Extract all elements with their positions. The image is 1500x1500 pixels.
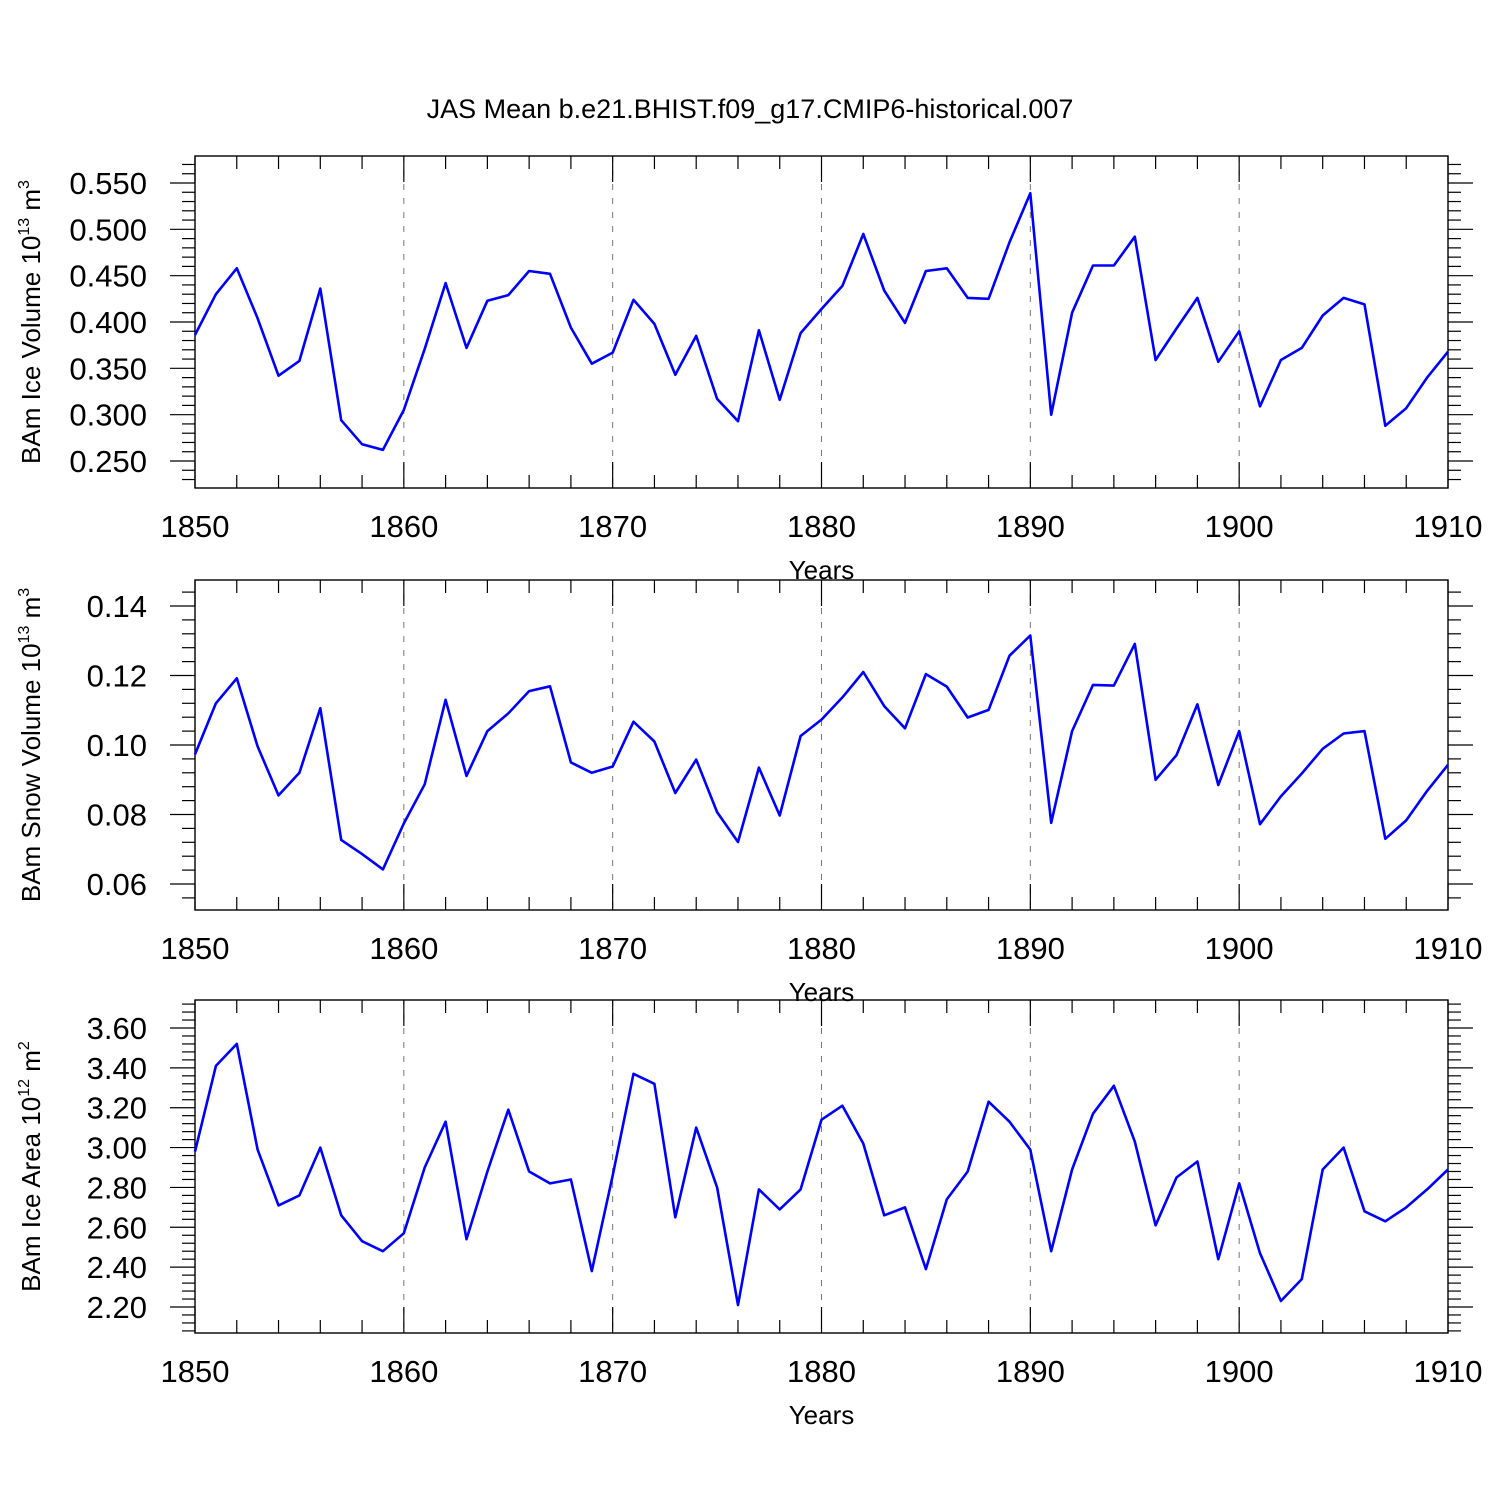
y-tick-label-2.80: 2.80 <box>87 1170 147 1205</box>
y-axis-label-exponent: 13 <box>16 626 33 644</box>
x-tick-label-1880: 1880 <box>787 509 856 544</box>
x-tick-label-1910: 1910 <box>1414 931 1483 966</box>
y-tick-label-2.20: 2.20 <box>87 1290 147 1325</box>
y-tick-label-0.08: 0.08 <box>87 798 147 833</box>
y-tick-label-3.60: 3.60 <box>87 1011 147 1046</box>
x-tick-label-1850: 1850 <box>161 931 230 966</box>
x-tick-label-1870: 1870 <box>578 1354 647 1389</box>
y-tick-label-3.00: 3.00 <box>87 1131 147 1166</box>
y-axis-label-unit-exponent: 2 <box>16 1041 33 1050</box>
y-axis-label-unit-exponent: 3 <box>16 588 33 597</box>
y-axis-label: BAm Snow Volume 1013 m3 <box>16 588 46 902</box>
y-axis-label-unit: m <box>16 1050 46 1079</box>
y-tick-label-0.300: 0.300 <box>69 398 147 433</box>
x-tick-label-1890: 1890 <box>996 509 1065 544</box>
x-tick-labels: 1850 1860 1870 1880 1890 1900 1910 <box>161 931 1483 966</box>
y-axis-label-text: BAm Snow Volume 10 <box>16 643 46 902</box>
y-axis-label-text: BAm Ice Volume 10 <box>16 236 46 464</box>
panel-ticks <box>170 580 1473 910</box>
y-tick-label-0.400: 0.400 <box>69 305 147 340</box>
panel-ice-volume: 1850 1860 1870 1880 1890 1900 1910 0.2500.3000… <box>16 155 1483 585</box>
panel-ticks <box>170 156 1473 488</box>
x-tick-label-1880: 1880 <box>787 1354 856 1389</box>
y-axis-label-text: BAm Ice Area 10 <box>16 1097 46 1292</box>
y-axis-label: BAm Ice Volume 1013 m3 <box>16 180 46 464</box>
x-tick-labels: 1850 1860 1870 1880 1890 1900 1910 <box>161 1354 1483 1389</box>
x-tick-label-1900: 1900 <box>1205 931 1274 966</box>
x-axis-label: Years <box>789 1400 855 1430</box>
x-tick-label-1910: 1910 <box>1414 1354 1483 1389</box>
x-tick-label-1890: 1890 <box>996 1354 1065 1389</box>
panel-ticks <box>170 1000 1473 1333</box>
y-tick-label-0.350: 0.350 <box>69 351 147 386</box>
y-tick-label-3.20: 3.20 <box>87 1091 147 1126</box>
y-tick-label-0.12: 0.12 <box>87 659 147 694</box>
chart-title: JAS Mean b.e21.BHIST.f09_g17.CMIP6-histo… <box>427 94 1074 124</box>
y-axis-label-exponent: 13 <box>16 218 33 236</box>
y-tick-label-0.14: 0.14 <box>87 589 147 624</box>
panel-snow-volume: 1850 1860 1870 1880 1890 1900 1910 0.06 0.08 0.1… <box>16 579 1483 1007</box>
y-tick-label-0.250: 0.250 <box>69 444 147 479</box>
x-tick-label-1910: 1910 <box>1414 509 1483 544</box>
x-tick-label-1870: 1870 <box>578 931 647 966</box>
x-tick-label-1850: 1850 <box>161 509 230 544</box>
x-tick-label-1900: 1900 <box>1205 509 1274 544</box>
ice-volume-line <box>193 191 1450 452</box>
y-axis-label-unit: m <box>16 189 46 218</box>
y-axis-label-unit-exponent: 3 <box>16 180 33 189</box>
panel-grid <box>403 580 1240 910</box>
y-tick-label-2.40: 2.40 <box>87 1250 147 1285</box>
x-tick-label-1900: 1900 <box>1205 1354 1274 1389</box>
x-tick-label-1860: 1860 <box>369 509 438 544</box>
ice-area-line <box>193 1042 1449 1307</box>
y-tick-label-0.06: 0.06 <box>87 867 147 902</box>
y-tick-label-3.40: 3.40 <box>87 1051 147 1086</box>
y-tick-labels: 0.250 0.300 0.350 0.400 0.450 0.500 0.550 <box>69 166 147 479</box>
y-tick-label-0.500: 0.500 <box>69 212 147 247</box>
panel-grid <box>403 1000 1240 1333</box>
y-tick-label-0.550: 0.550 <box>69 166 147 201</box>
snow-volume-line <box>193 634 1450 871</box>
panel-grid <box>403 156 1240 488</box>
y-tick-label-0.10: 0.10 <box>87 728 147 763</box>
y-axis-label-exponent: 12 <box>16 1079 33 1097</box>
x-tick-labels: 1850 1860 1870 1880 1890 1900 1910 <box>161 509 1483 544</box>
y-tick-labels: 0.06 0.08 0.10 0.12 0.14 <box>87 589 147 902</box>
y-tick-labels: 2.20 2.40 2.60 2.80 3.00 3.20 3.40 3.60 <box>87 1011 147 1325</box>
panel-ice-area: 1850 1860 1870 1880 1890 1900 1910 2.20 2.40 2.6… <box>16 999 1483 1430</box>
x-tick-label-1850: 1850 <box>161 1354 230 1389</box>
x-tick-label-1880: 1880 <box>787 931 856 966</box>
y-axis-label-unit: m <box>16 597 46 626</box>
x-tick-label-1860: 1860 <box>369 931 438 966</box>
y-axis-label: BAm Ice Area 1012 m2 <box>16 1041 46 1292</box>
x-tick-label-1890: 1890 <box>996 931 1065 966</box>
y-tick-label-2.60: 2.60 <box>87 1210 147 1245</box>
y-tick-label-0.450: 0.450 <box>69 259 147 294</box>
x-tick-label-1870: 1870 <box>578 509 647 544</box>
x-tick-label-1860: 1860 <box>369 1354 438 1389</box>
